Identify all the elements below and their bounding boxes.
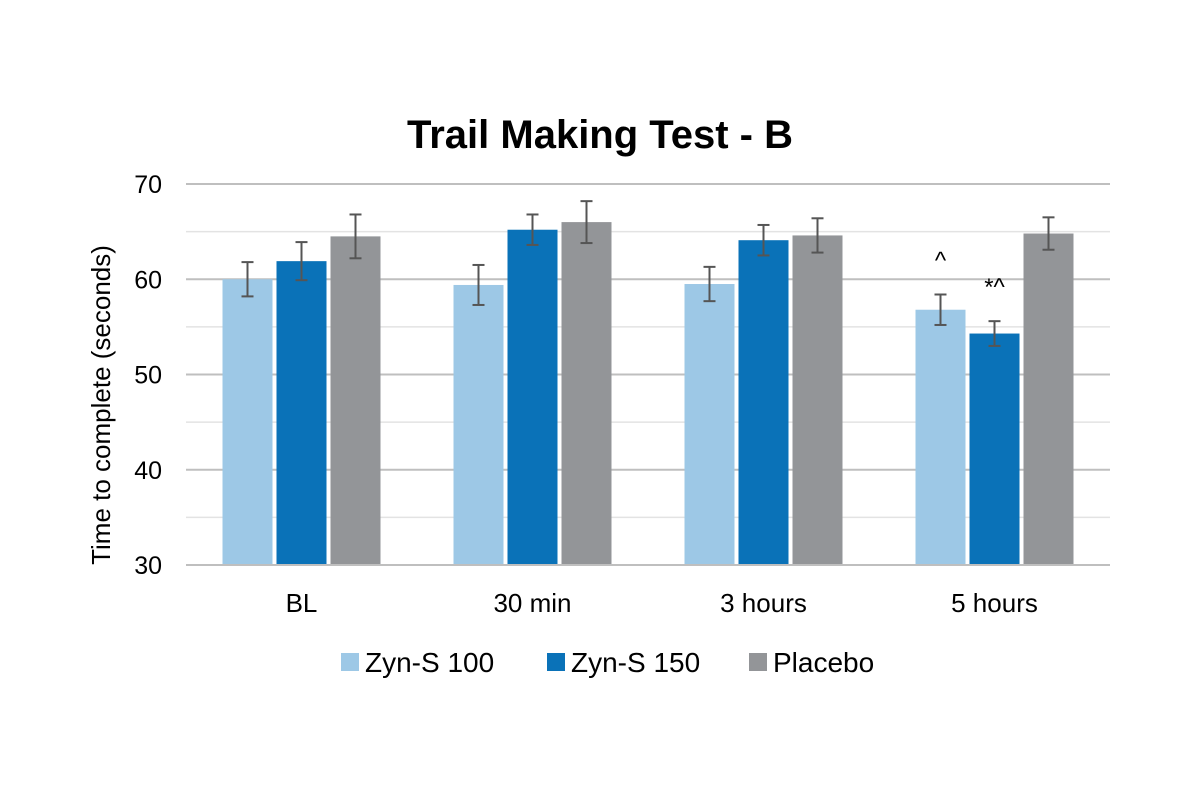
bar[interactable] (969, 333, 1020, 565)
x-tick-label: BL (286, 588, 318, 618)
y-tick-label: 70 (134, 171, 162, 199)
bar[interactable] (684, 284, 735, 565)
bar[interactable] (1023, 233, 1074, 565)
y-axis-title: Time to complete (seconds) (86, 245, 116, 565)
bar[interactable] (222, 279, 273, 565)
significance-marker: *^ (984, 274, 1005, 301)
bar[interactable] (507, 229, 558, 565)
x-tick-label: 30 min (493, 588, 571, 618)
chart-title: Trail Making Test - B (407, 113, 793, 157)
bar[interactable] (738, 240, 789, 565)
legend-label: Zyn-S 100 (365, 647, 494, 678)
bar[interactable] (453, 284, 504, 565)
bar[interactable] (561, 222, 612, 565)
legend-label: Placebo (773, 647, 874, 678)
y-tick-label: 50 (134, 362, 162, 390)
x-tick-label: 3 hours (720, 588, 807, 618)
y-tick-label: 60 (134, 266, 162, 294)
y-tick-label: 30 (134, 552, 162, 580)
y-tick-label: 40 (134, 457, 162, 485)
bar[interactable] (792, 235, 843, 565)
legend-swatch (341, 653, 359, 671)
legend-swatch (547, 653, 565, 671)
bar[interactable] (915, 309, 966, 565)
significance-marker: ^ (935, 247, 947, 274)
legend-label: Zyn-S 150 (571, 647, 700, 678)
bar[interactable] (330, 236, 381, 565)
legend-swatch (749, 653, 767, 671)
bar[interactable] (276, 261, 327, 565)
x-tick-label: 5 hours (951, 588, 1038, 618)
